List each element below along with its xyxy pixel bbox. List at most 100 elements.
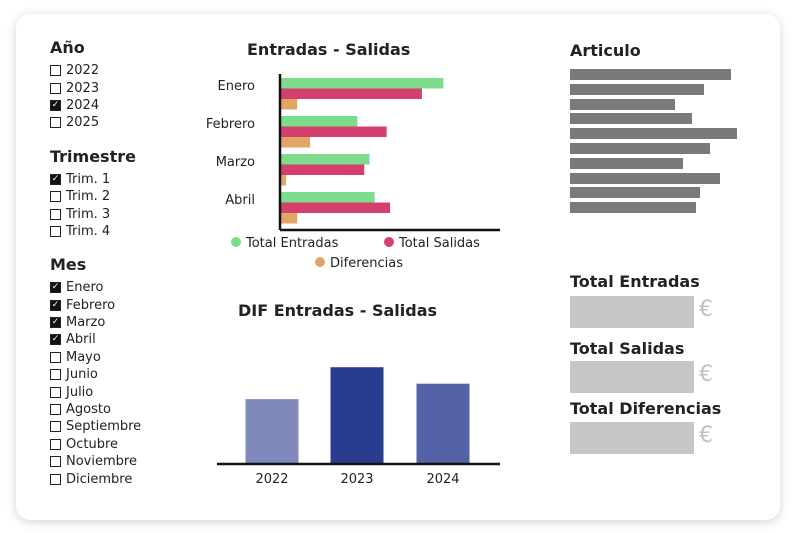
article-item xyxy=(570,98,676,110)
article-item xyxy=(570,113,692,125)
month-option-abril[interactable]: Abril xyxy=(50,331,141,348)
month-option-marzo[interactable]: Marzo xyxy=(50,314,141,331)
article-item xyxy=(570,172,721,184)
year-option-2024[interactable]: 2024 xyxy=(50,97,141,114)
quarter-option-trim-3[interactable]: Trim. 3 xyxy=(50,205,141,222)
checkbox-checked-icon[interactable] xyxy=(50,282,61,294)
month-option-label: Enero xyxy=(66,280,104,296)
month-option-octubre[interactable]: Octubre xyxy=(50,436,141,453)
article-title: Articulo xyxy=(570,41,641,60)
quarter-option-trim-4[interactable]: Trim. 4 xyxy=(50,223,141,240)
month-option-noviembre[interactable]: Noviembre xyxy=(50,453,141,470)
legend-label: Total Entradas xyxy=(245,236,339,251)
chart-entradas-salidas: Enero Febrero Marzo Abril Total Entradas Tota… xyxy=(206,74,500,271)
euro-icon: € xyxy=(699,362,713,387)
month-option-febrero[interactable]: Febrero xyxy=(50,297,141,314)
checkbox-checked-icon[interactable] xyxy=(50,299,61,311)
quarter-option-label: Trim. 3 xyxy=(66,206,111,222)
month-option-label: Octubre xyxy=(66,436,119,452)
legend-label: Diferencias xyxy=(330,256,403,271)
quarter-option-trim-2[interactable]: Trim. 2 xyxy=(50,188,141,205)
y-tick-label: Enero xyxy=(218,79,256,94)
checkbox-icon[interactable] xyxy=(50,351,61,363)
checkbox-icon[interactable] xyxy=(50,369,61,381)
total-salidas-value xyxy=(570,361,694,393)
year-option-2022[interactable]: 2022 xyxy=(50,62,141,79)
article-item xyxy=(570,202,696,214)
month-option-agosto[interactable]: Agosto xyxy=(50,401,141,418)
checkbox-icon[interactable] xyxy=(50,473,61,485)
bar-diferencias xyxy=(280,137,311,148)
x-tick-label: 2022 xyxy=(255,472,288,487)
legend-marker xyxy=(315,257,325,267)
checkbox-icon[interactable] xyxy=(50,65,61,77)
chart-dif-entradas-salidas: 2022 2023 2024 xyxy=(217,367,500,487)
bar-dif-2023 xyxy=(330,367,384,463)
bar-total-salidas xyxy=(280,164,365,175)
month-option-label: Abril xyxy=(66,332,96,348)
month-option-mayo[interactable]: Mayo xyxy=(50,349,141,366)
checkbox-icon[interactable] xyxy=(50,438,61,450)
bar-total-entradas xyxy=(280,116,358,127)
year-option-2023[interactable]: 2023 xyxy=(50,79,141,96)
month-option-septiembre[interactable]: Septiembre xyxy=(50,418,141,435)
y-tick-label: Febrero xyxy=(206,117,255,132)
month-filter-title: Mes xyxy=(50,255,87,275)
article-item xyxy=(570,128,737,140)
month-option-label: Febrero xyxy=(66,297,116,313)
total-entradas-title: Total Entradas xyxy=(570,272,700,291)
y-tick-label: Marzo xyxy=(216,155,255,170)
year-option-label: 2022 xyxy=(66,63,100,79)
checkbox-icon[interactable] xyxy=(50,456,61,468)
month-option-junio[interactable]: Junio xyxy=(50,366,141,383)
checkbox-icon[interactable] xyxy=(50,82,61,94)
euro-icon: € xyxy=(699,423,713,448)
month-option-enero[interactable]: Enero xyxy=(50,279,141,296)
article-item xyxy=(570,69,731,80)
chart-entradas-salidas-title: Entradas - Salidas xyxy=(247,40,411,59)
year-option-label: 2023 xyxy=(66,80,100,96)
year-option-2025[interactable]: 2025 xyxy=(50,114,141,131)
month-option-julio[interactable]: Julio xyxy=(50,383,141,400)
total-entradas-value xyxy=(570,296,694,328)
month-option-label: Agosto xyxy=(66,402,111,418)
checkbox-checked-icon[interactable] xyxy=(50,99,61,111)
checkbox-icon[interactable] xyxy=(50,421,61,433)
month-option-diciembre[interactable]: Diciembre xyxy=(50,470,141,487)
month-option-label: Junio xyxy=(66,367,98,383)
month-option-label: Julio xyxy=(66,384,94,400)
checkbox-icon[interactable] xyxy=(50,225,61,237)
bar-diferencias xyxy=(280,99,298,110)
total-diferencias-title: Total Diferencias xyxy=(570,399,722,418)
checkbox-icon[interactable] xyxy=(50,208,61,220)
y-tick-label: Abril xyxy=(225,193,255,208)
checkbox-icon[interactable] xyxy=(50,404,61,416)
quarter-option-label: Trim. 2 xyxy=(66,189,111,205)
article-item xyxy=(570,143,711,154)
article-item xyxy=(570,157,684,169)
bar-dif-2024 xyxy=(416,383,470,463)
year-option-label: 2024 xyxy=(66,97,100,113)
quarter-option-trim-1[interactable]: Trim. 1 xyxy=(50,171,141,188)
checkbox-checked-icon[interactable] xyxy=(50,173,61,185)
total-diferencias-value xyxy=(570,422,694,454)
bar-total-entradas xyxy=(280,78,444,89)
bar-diferencias xyxy=(280,213,298,224)
x-tick-label: 2023 xyxy=(340,472,373,487)
checkbox-icon[interactable] xyxy=(50,117,61,129)
month-option-label: Septiembre xyxy=(66,419,142,435)
year-filter-title: Año xyxy=(50,38,85,57)
checkbox-icon[interactable] xyxy=(50,386,61,398)
checkbox-checked-icon[interactable] xyxy=(50,317,61,329)
legend-marker xyxy=(384,237,394,247)
year-option-label: 2025 xyxy=(66,115,100,131)
article-item xyxy=(570,83,704,95)
x-tick-label: 2024 xyxy=(426,472,459,487)
checkbox-icon[interactable] xyxy=(50,191,61,203)
bar-total-entradas xyxy=(280,154,370,165)
month-option-label: Noviembre xyxy=(66,454,137,470)
checkbox-checked-icon[interactable] xyxy=(50,334,61,346)
